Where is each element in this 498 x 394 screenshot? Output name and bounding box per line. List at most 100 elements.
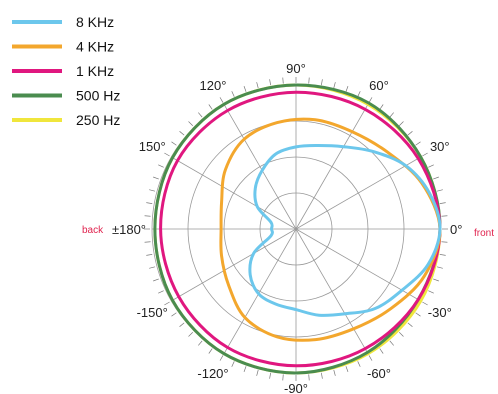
- rim-tick: [439, 254, 446, 256]
- rim-tick: [146, 254, 153, 256]
- grid-spoke-120: [223, 104, 297, 230]
- rim-tick: [256, 369, 259, 376]
- rim-tick: [379, 348, 384, 354]
- rim-tick: [158, 290, 164, 294]
- series-line-500-hz: [153, 83, 442, 375]
- rim-tick: [256, 82, 259, 89]
- rim-tick: [433, 278, 439, 282]
- rim-tick: [153, 278, 159, 282]
- angle-label-0: 0°: [450, 222, 462, 237]
- rim-tick: [171, 312, 177, 317]
- rim-tick: [282, 374, 284, 381]
- back-annotation: back: [82, 225, 104, 236]
- rim-tick: [389, 340, 394, 346]
- rim-tick: [357, 361, 361, 367]
- rim-tick: [428, 290, 434, 294]
- rim-tick: [231, 91, 235, 97]
- rim-tick: [398, 331, 404, 337]
- grid-spoke-240: [223, 228, 297, 354]
- rim-tick: [441, 215, 448, 217]
- rim-tick: [144, 241, 151, 243]
- rim-tick: [441, 241, 448, 243]
- angle-label-120: 120°: [200, 78, 227, 93]
- rim-tick: [333, 82, 336, 89]
- rim-tick: [158, 164, 164, 168]
- rim-tick: [188, 121, 194, 127]
- legend-label-1-khz: 1 KHz: [76, 63, 114, 79]
- rim-tick: [149, 189, 156, 192]
- rim-tick: [188, 331, 194, 337]
- rim-tick: [146, 202, 153, 204]
- rim-tick: [208, 348, 213, 354]
- rim-tick: [269, 79, 271, 86]
- series-group: [153, 83, 442, 375]
- rim-tick: [149, 266, 156, 269]
- rim-tick: [436, 189, 443, 192]
- rim-tick: [144, 215, 151, 217]
- legend: 8 KHz 4 KHz 1 KHz 500 Hz 250 Hz: [12, 14, 120, 128]
- rim-tick: [333, 369, 336, 376]
- angle-label-30: 30°: [430, 139, 450, 154]
- angle-label-330: -30°: [428, 305, 452, 320]
- angle-label-90: 90°: [286, 61, 306, 76]
- rim-tick: [433, 176, 439, 180]
- rim-tick: [368, 97, 373, 103]
- series-line-8-khz: [248, 144, 442, 317]
- rim-tick: [321, 372, 323, 379]
- rim-tick: [407, 322, 413, 327]
- rim-tick: [198, 340, 203, 346]
- rim-tick: [179, 131, 185, 136]
- rim-tick: [379, 104, 384, 110]
- rim-tick: [231, 361, 235, 367]
- rim-tick: [198, 112, 203, 118]
- angle-label-180: ±180°: [112, 222, 146, 237]
- rim-tick: [407, 131, 413, 136]
- rim-tick: [436, 266, 443, 269]
- grid-spoke-210: [171, 228, 297, 302]
- rim-tick: [243, 366, 247, 372]
- grid-spoke-60: [295, 104, 369, 230]
- angle-label-210: -150°: [137, 305, 168, 320]
- rim-tick: [282, 77, 284, 84]
- grid-spoke-330: [295, 228, 421, 302]
- front-annotation: front: [474, 228, 494, 239]
- rim-tick: [308, 374, 310, 381]
- rim-tick: [422, 152, 428, 157]
- rim-tick: [219, 355, 224, 361]
- rim-tick: [389, 112, 394, 118]
- rim-tick: [439, 202, 446, 204]
- rim-tick: [308, 77, 310, 84]
- rim-tick: [422, 301, 428, 306]
- legend-label-250-hz: 250 Hz: [76, 112, 120, 128]
- grid-spoke-300: [295, 228, 369, 354]
- rim-tick: [269, 372, 271, 379]
- rim-tick: [179, 322, 185, 327]
- angle-labels: 0° 30° 60° 90° 120° 150° ±180° -150° -120° -90° -6…: [112, 61, 462, 394]
- series-line-1-khz: [159, 90, 442, 368]
- angle-label-150: 150°: [139, 139, 166, 154]
- rim-tick: [415, 312, 421, 317]
- rim-tick: [243, 86, 247, 92]
- angle-label-240: -120°: [197, 366, 228, 381]
- rim-tick: [321, 79, 323, 86]
- rim-tick: [368, 355, 373, 361]
- grid-spoke-150: [171, 156, 297, 230]
- rim-tick: [164, 301, 170, 306]
- legend-label-4-khz: 4 KHz: [76, 39, 114, 55]
- rim-tick: [428, 164, 434, 168]
- legend-label-500-hz: 500 Hz: [76, 88, 120, 104]
- rim-tick: [208, 104, 213, 110]
- angle-label-270: -90°: [284, 381, 308, 394]
- legend-label-8-khz: 8 KHz: [76, 14, 114, 30]
- rim-tick: [357, 91, 361, 97]
- angle-label-300: -60°: [367, 366, 391, 381]
- rim-tick: [219, 97, 224, 103]
- rim-tick: [153, 176, 159, 180]
- angle-label-60: 60°: [369, 78, 389, 93]
- rim-tick: [164, 152, 170, 157]
- rim-tick: [345, 86, 349, 92]
- rim-tick: [415, 141, 421, 146]
- rim-tick: [345, 366, 349, 372]
- rim-ticks: [144, 77, 448, 381]
